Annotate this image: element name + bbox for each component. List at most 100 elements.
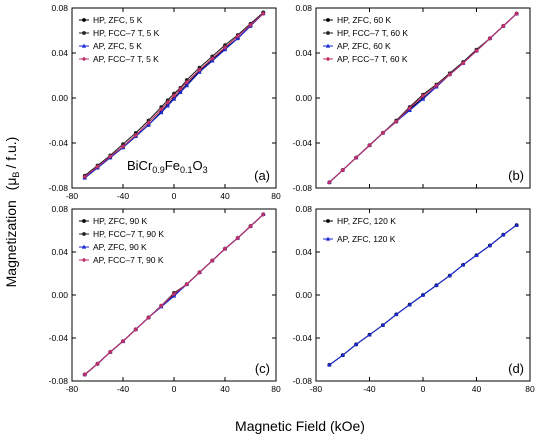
y-tick-label: -0.04 (49, 333, 69, 343)
panel-a: -0.08 -0.04 0.00 0.04 0.08 -80 -40 0 40 80 HP, ZFC… (49, 3, 281, 201)
y-tick-label: 0.08 (51, 3, 68, 13)
x-tick-label: 0 (421, 384, 426, 394)
data-point (487, 36, 493, 41)
data-point (146, 315, 151, 320)
data-point (235, 235, 241, 241)
legend-swatch-marker (81, 257, 87, 263)
panel-d: -0.08 -0.04 0.00 0.04 0.08 -80 -40 0 40 80 HP, ZFC… (293, 204, 535, 394)
legend-label: HP, ZFC, 120 K (337, 216, 396, 226)
x-tick-label: 0 (172, 384, 177, 394)
legend: HP, ZFC, 90 K HP, FCC–7 T, 90 K AP, ZFC, 9… (79, 216, 164, 265)
data-point (95, 361, 100, 367)
data-point (146, 120, 151, 126)
y-tick-label: 0.00 (295, 93, 312, 103)
y-tick-label: 0.08 (295, 204, 312, 214)
data-point (107, 349, 113, 355)
data-point (460, 262, 466, 267)
data-point (133, 132, 139, 138)
legend-swatch-marker (82, 219, 86, 223)
legend-label: HP, FCC–7 T, 90 K (93, 229, 164, 239)
legend-swatch-marker (81, 56, 87, 62)
data-point (222, 246, 228, 252)
data-point (197, 270, 202, 275)
data-point (327, 362, 332, 367)
data-point (340, 352, 345, 357)
data-point (407, 302, 412, 307)
x-tick-label: 40 (472, 384, 482, 394)
data-point (260, 11, 266, 16)
data-point (340, 167, 346, 173)
legend-label: HP, FCC–7 T, 5 K (93, 28, 160, 38)
compound-annotation: BiCr0.9Fe0.1O3 (127, 158, 208, 175)
data-point (474, 48, 479, 54)
legend: HP, ZFC, 5 K HP, FCC–7 T, 5 K AP, ZFC, 5 K… (79, 15, 160, 64)
legend-label: HP, ZFC, 60 K (337, 15, 391, 25)
data-point (353, 155, 359, 160)
panel-label: (c) (255, 361, 270, 376)
data-point (474, 252, 479, 257)
x-tick-label: 0 (172, 191, 177, 201)
panel-label: (d) (508, 361, 524, 376)
legend-swatch-marker (81, 43, 87, 48)
legend-label: AP, FCC–7 T, 90 K (93, 255, 164, 265)
data-point (447, 273, 452, 278)
y-tick-label: -0.08 (49, 183, 69, 193)
data-point (171, 96, 177, 101)
legend-swatch-marker (326, 219, 330, 223)
data-point (158, 106, 164, 112)
legend-swatch-marker (325, 236, 331, 241)
y-axis-title-mu: μ (3, 178, 19, 186)
x-tick-label: 80 (525, 384, 535, 394)
data-point (420, 93, 426, 99)
data-point (184, 83, 189, 88)
x-tick-label: -40 (117, 384, 130, 394)
data-point (184, 79, 190, 85)
x-tick-label: 80 (271, 384, 281, 394)
legend-label: AP, FCC–7 T, 5 K (93, 54, 159, 64)
legend-swatch-marker (326, 18, 330, 22)
formula-subscript: 3 (203, 165, 208, 175)
data-point (159, 110, 164, 115)
y-axis-title-main: Magnetization (3, 200, 19, 287)
data-point (367, 332, 372, 337)
legend: HP, ZFC, 120 K AP, ZFC, 120 K (323, 216, 396, 244)
data-point (82, 372, 88, 377)
formula-element: Fe (165, 158, 180, 173)
x-tick-label: -40 (363, 384, 376, 394)
y-axis-title: Magnetization (μB / f.u.) (3, 137, 21, 288)
x-tick-label: -80 (66, 384, 79, 394)
y-axis-title-paren: ( (3, 185, 19, 190)
data-point (235, 33, 241, 39)
panel-b: -0.08 -0.04 0.00 0.04 0.08 HP, ZFC, 60 K HP, F… (293, 3, 531, 193)
panel-c: -0.08 -0.04 0.00 0.04 0.08 -80 -40 0 40 80 HP, ZFC… (49, 204, 281, 394)
data-point (165, 103, 170, 108)
data-point (82, 174, 88, 180)
legend-label: AP, FCC–7 T, 60 K (337, 54, 408, 64)
data-point (171, 93, 177, 99)
formula-element: O (192, 158, 202, 173)
series-3 (82, 11, 266, 180)
y-axis-title-sub: B (11, 172, 21, 178)
data-point (434, 282, 439, 287)
y-tick-label: -0.04 (293, 138, 313, 148)
data-point (434, 83, 439, 88)
data-point (514, 222, 519, 227)
data-point (184, 281, 190, 287)
formula-subscript: 0.9 (152, 165, 165, 175)
legend-swatch-marker (81, 244, 87, 249)
data-point (178, 89, 183, 94)
data-point (209, 56, 215, 61)
data-point (209, 258, 215, 263)
data-point (120, 338, 126, 344)
data-point (171, 291, 177, 297)
legend: HP, ZFC, 60 K HP, FCC–7 T, 60 K AP, ZFC, 6… (323, 15, 408, 64)
data-point (487, 243, 493, 248)
data-point (393, 119, 399, 124)
data-point (460, 60, 466, 66)
legend-swatch-marker (82, 232, 86, 236)
data-point (447, 72, 453, 77)
data-point (165, 100, 170, 105)
data-point (197, 67, 202, 73)
panels: -0.08 -0.04 0.00 0.04 0.08 -80 -40 0 40 80 HP, ZFC… (49, 3, 535, 394)
